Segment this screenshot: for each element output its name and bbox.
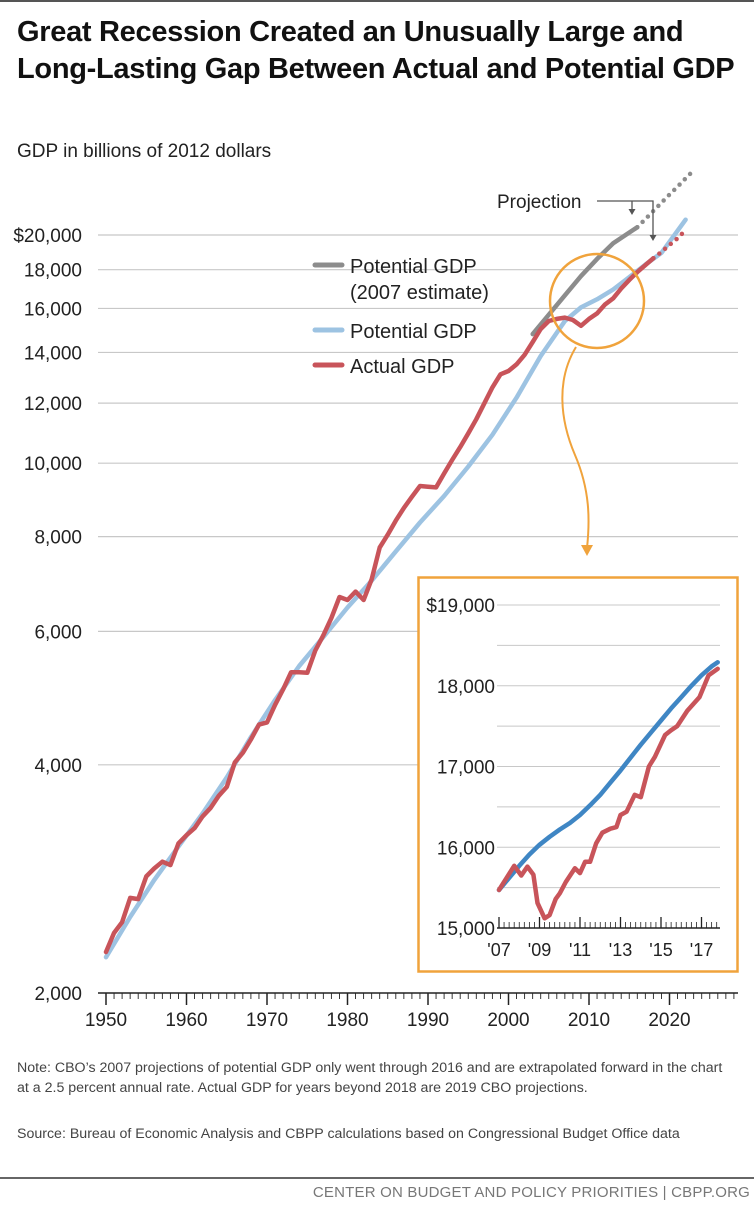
main-y-tick-label: 12,000 <box>24 394 82 415</box>
main-x-tick-label: 1950 <box>85 1010 127 1031</box>
inset-series-potential-line <box>496 660 720 893</box>
inset-series <box>496 660 720 921</box>
gdp-chart: 2,000 4,000 6,000 8,000 10,000 12,000 14,000 16… <box>13 168 739 1031</box>
zoom-callout <box>548 252 646 556</box>
chart-note: Note: CBO’s 2007 projections of potentia… <box>17 1060 723 1096</box>
footer-credit: CENTER ON BUDGET AND POLICY PRIORITIES |… <box>312 1184 750 1201</box>
main-x-tick-label: 1990 <box>407 1010 449 1031</box>
inset-x-tick-label: '09 <box>528 940 551 960</box>
inset-chart: 15,000 16,000 17,000 18,000 $19,000 '07 '09 '1… <box>417 576 739 973</box>
chart-source: Source: Bureau of Economic Analysis and … <box>17 1126 680 1142</box>
inset-y-tick-label: 15,000 <box>437 919 495 940</box>
projection-label: Projection <box>497 192 582 213</box>
main-x-tick-label: 1960 <box>165 1010 207 1031</box>
main-x-tick-label: 1970 <box>246 1010 288 1031</box>
projection-arrow-actual <box>649 235 657 241</box>
inset-y-tick-label: 17,000 <box>437 758 495 779</box>
main-x-tick-label: 2000 <box>487 1010 529 1031</box>
main-x-tick-label: 1980 <box>326 1010 368 1031</box>
main-series <box>103 168 696 960</box>
projection-arrow-gray <box>628 209 636 215</box>
main-y-tick-label: 18,000 <box>24 261 82 282</box>
chart-title: Great Recession Created an Unusually Lar… <box>17 16 735 85</box>
main-y-tick-label: 8,000 <box>34 528 82 549</box>
inset-y-tick-label: $19,000 <box>426 596 495 617</box>
inset-x-axis: '07 '09 '11 '13 '15 '17 <box>487 917 720 960</box>
main-x-tick-label: 2010 <box>568 1010 610 1031</box>
main-y-tick-label: 14,000 <box>24 343 82 364</box>
projection-connector <box>597 200 654 236</box>
main-x-tick-label: 2020 <box>648 1010 690 1031</box>
series-actual-projection <box>651 227 688 261</box>
main-y-tick-label: 6,000 <box>34 622 82 643</box>
inset-x-tick-label: '07 <box>487 940 510 960</box>
main-y-axis-labels: 2,000 4,000 6,000 8,000 10,000 12,000 14,000 16… <box>13 226 82 1005</box>
callout-arrowhead <box>581 545 593 556</box>
callout-curve <box>561 346 590 549</box>
main-y-tick-label: 10,000 <box>24 454 82 475</box>
inset-y-tick-label: 16,000 <box>437 838 495 859</box>
legend-label-potential-2007-line2: (2007 estimate) <box>350 282 489 304</box>
inset-x-tick-label: '11 <box>569 940 591 960</box>
series-potential-2007-projection <box>635 168 696 230</box>
inset-series-actual-line <box>496 666 720 921</box>
inset-frame <box>417 576 739 973</box>
main-y-tick-label: 16,000 <box>24 299 82 320</box>
series-actual-line <box>103 255 656 955</box>
series-potential-2007-line <box>530 224 640 337</box>
series-potential-line <box>103 217 688 960</box>
highlight-circle <box>548 252 646 350</box>
inset-x-tick-label: '15 <box>649 940 672 960</box>
projection-annotation: Projection <box>497 192 657 241</box>
legend-label-potential-2007-line1: Potential GDP <box>350 256 477 278</box>
inset-y-tick-label: 18,000 <box>437 677 495 698</box>
main-x-axis: 1950 1960 1970 1980 1990 2000 2010 2020 <box>85 992 738 1031</box>
main-y-tick-label: 4,000 <box>34 756 82 777</box>
footer-rule <box>0 1177 754 1179</box>
chart-subtitle: GDP in billions of 2012 dollars <box>17 141 272 162</box>
legend: Potential GDP (2007 estimate) Potential … <box>312 256 489 378</box>
legend-label-actual: Actual GDP <box>350 356 454 378</box>
inset-x-tick-label: '13 <box>609 940 632 960</box>
legend-label-potential: Potential GDP <box>350 321 477 343</box>
main-y-tick-label: 2,000 <box>34 984 82 1005</box>
top-rule <box>0 0 754 2</box>
inset-x-tick-label: '17 <box>690 940 713 960</box>
inset-y-axis-labels: 15,000 16,000 17,000 18,000 $19,000 <box>426 596 495 940</box>
main-y-tick-label: $20,000 <box>13 226 82 247</box>
